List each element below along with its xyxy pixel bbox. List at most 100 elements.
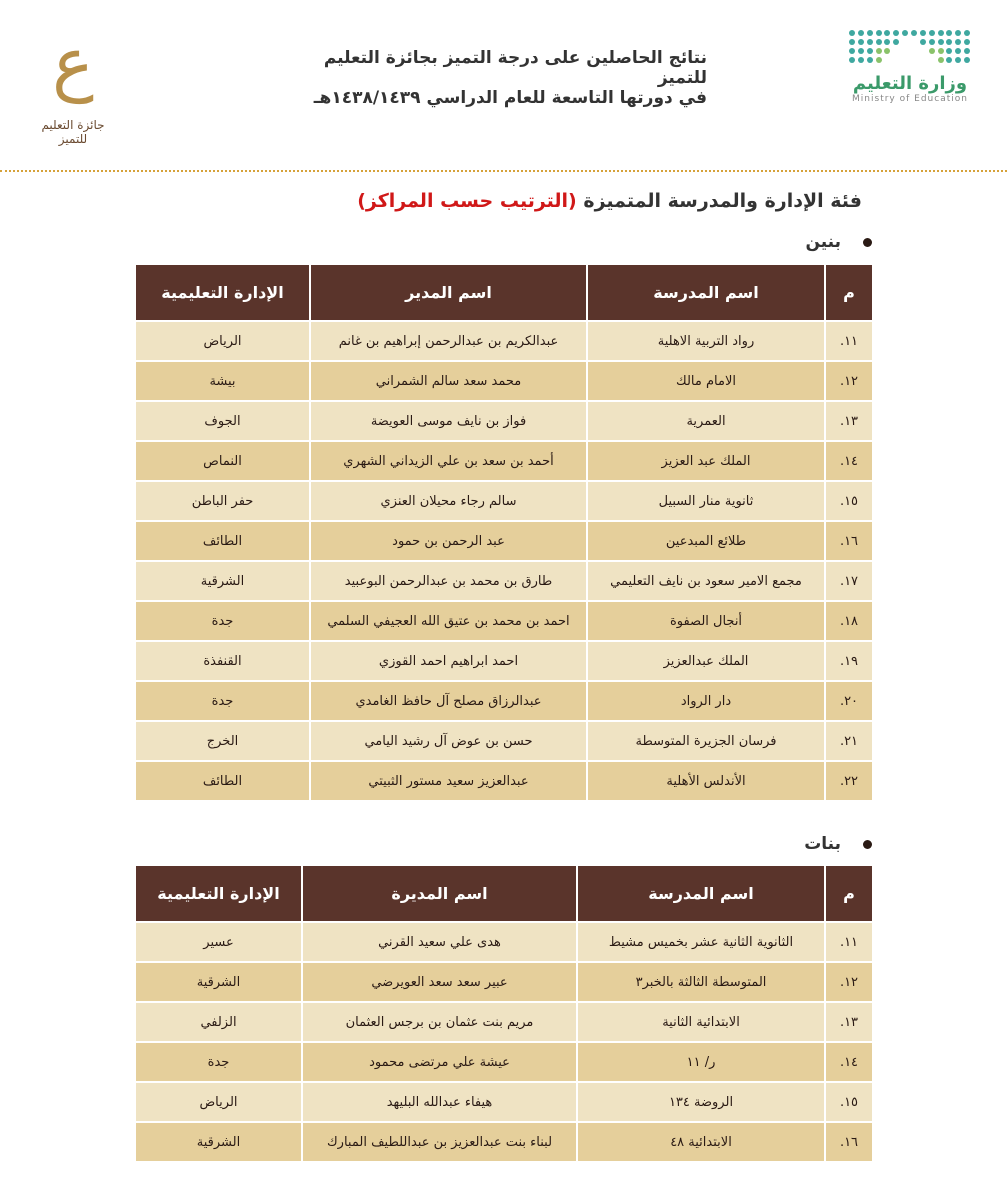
section-title: فئة الإدارة والمدرسة المتميزة (الترتيب ح… xyxy=(357,190,862,212)
table-row: ١٢. المتوسطة الثالثة بالخبر٣ عبير سعد سعد … xyxy=(136,963,872,1001)
boys-heading: بنين xyxy=(805,232,872,252)
district-cell: الرياض xyxy=(136,1083,301,1121)
bullet-icon xyxy=(863,839,872,849)
table-row: ١٤. الملك عبد العزيز أحمد بن سعد بن علي ال… xyxy=(136,442,872,480)
district-cell: عسير xyxy=(136,923,301,961)
bullet-icon xyxy=(863,237,872,247)
principal-cell: محمد سعد سالم الشمراني xyxy=(311,362,586,400)
document-title: نتائج الحاصلين على درجة التميز بجائزة ال… xyxy=(323,48,707,88)
award-emblem-icon: ع xyxy=(52,22,94,104)
table-row: ١٢. الامام مالك محمد سعد سالم الشمراني بيشة xyxy=(136,362,872,400)
table-row: ١٩. الملك عبدالعزيز احمد ابراهيم احمد القو… xyxy=(136,642,872,680)
rank-cell: ١٨. xyxy=(826,602,872,640)
principal-cell: فواز بن نايف موسى العويضة xyxy=(311,402,586,440)
rank-cell: ١٥. xyxy=(826,1083,872,1121)
principal-cell: سالم رجاء محيلان العنزي xyxy=(311,482,586,520)
district-cell: الجوف xyxy=(136,402,309,440)
school-cell: طلائع المبدعين xyxy=(588,522,824,560)
ministry-dots-icon xyxy=(849,30,971,63)
rank-cell: ١٥. xyxy=(826,482,872,520)
column-header: م xyxy=(826,265,872,320)
principal-cell: عبير سعد سعد العويرضي xyxy=(303,963,576,1001)
rank-cell: ١٢. xyxy=(826,963,872,1001)
principal-cell: مريم بنت عثمان بن برجس العثمان xyxy=(303,1003,576,1041)
ministry-logo: وزارة التعليم Ministry of Education xyxy=(849,30,971,104)
school-cell: فرسان الجزيرة المتوسطة xyxy=(588,722,824,760)
principal-cell: عبدالعزيز سعيد مستور الثبيتي xyxy=(311,762,586,800)
ministry-name-ar: وزارة التعليم xyxy=(852,73,968,94)
school-cell: الملك عبد العزيز xyxy=(588,442,824,480)
school-cell: الامام مالك xyxy=(588,362,824,400)
rank-cell: ١٣. xyxy=(826,402,872,440)
column-header: الإدارة التعليمية xyxy=(136,265,309,320)
district-cell: الطائف xyxy=(136,762,309,800)
principal-cell: لبناء بنت عبدالعزيز بن عبداللطيف المبارك xyxy=(303,1123,576,1161)
award-logo-text: جائزة التعليم للتميز xyxy=(41,118,105,146)
district-cell: الطائف xyxy=(136,522,309,560)
district-cell: جدة xyxy=(136,602,309,640)
school-cell: الابتدائية ٤٨ xyxy=(578,1123,824,1161)
school-cell: العمرية xyxy=(588,402,824,440)
rank-cell: ١٩. xyxy=(826,642,872,680)
table-row: ١٣. العمرية فواز بن نايف موسى العويضة الجوف xyxy=(136,402,872,440)
district-cell: حفر الباطن xyxy=(136,482,309,520)
rank-cell: ١٧. xyxy=(826,562,872,600)
principal-cell: حسن بن عوض آل رشيد اليامي xyxy=(311,722,586,760)
table-row: ١٦. الابتدائية ٤٨ لبناء بنت عبدالعزيز بن ع… xyxy=(136,1123,872,1161)
award-logo: ع جائزة التعليم للتميز xyxy=(28,8,118,158)
district-cell: الخرج xyxy=(136,722,309,760)
school-cell: الروضة ١٣٤ xyxy=(578,1083,824,1121)
district-cell: الشرقية xyxy=(136,1123,301,1161)
column-header: م xyxy=(826,866,872,921)
column-header: الإدارة التعليمية xyxy=(136,866,301,921)
table-row: ١٥. الروضة ١٣٤ هيفاء عبدالله البليهد الرياض xyxy=(136,1083,872,1121)
district-cell: الشرقية xyxy=(136,562,309,600)
principal-cell: عبدالرزاق مصلح آل حافظ الغامدي xyxy=(311,682,586,720)
boys-table: م اسم المدرسة اسم المدير الإدارة التعليمية ١… xyxy=(134,263,874,802)
principal-cell: احمد ابراهيم احمد القوزي xyxy=(311,642,586,680)
district-cell: الزلفي xyxy=(136,1003,301,1041)
rank-cell: ١٣. xyxy=(826,1003,872,1041)
rank-cell: ١٢. xyxy=(826,362,872,400)
school-cell: أنجال الصفوة xyxy=(588,602,824,640)
table-row: ١١. الثانوية الثانية عشر بخميس مشيط هدى عل… xyxy=(136,923,872,961)
rank-cell: ١٤. xyxy=(826,442,872,480)
school-cell: رواد التربية الاهلية xyxy=(588,322,824,360)
principal-cell: هدى علي سعيد القرني xyxy=(303,923,576,961)
girls-table: م اسم المدرسة اسم المديرة الإدارة التعليمية… xyxy=(134,864,874,1163)
principal-cell: أحمد بن سعد بن علي الزيداني الشهري xyxy=(311,442,586,480)
principal-cell: عيشة علي مرتضى محمود xyxy=(303,1043,576,1081)
principal-cell: عبدالكريم بن عبدالرحمن إبراهيم بن غانم xyxy=(311,322,586,360)
rank-cell: ٢١. xyxy=(826,722,872,760)
column-header: اسم المدير xyxy=(311,265,586,320)
principal-cell: طارق بن محمد بن عبدالرحمن البوعبيد xyxy=(311,562,586,600)
table-row: ١٦. طلائع المبدعين عبد الرحمن بن حمود الطائ… xyxy=(136,522,872,560)
table-row: ٢١. فرسان الجزيرة المتوسطة حسن بن عوض آل ر… xyxy=(136,722,872,760)
rank-cell: ١٦. xyxy=(826,522,872,560)
school-cell: الملك عبدالعزيز xyxy=(588,642,824,680)
column-header: اسم المدرسة xyxy=(588,265,824,320)
district-cell: جدة xyxy=(136,682,309,720)
table-row: ١١. رواد التربية الاهلية عبدالكريم بن عبدا… xyxy=(136,322,872,360)
divider xyxy=(0,170,1007,172)
school-cell: مجمع الامير سعود بن نايف التعليمي xyxy=(588,562,824,600)
rank-cell: ٢٢. xyxy=(826,762,872,800)
rank-cell: ١٤. xyxy=(826,1043,872,1081)
principal-cell: عبد الرحمن بن حمود xyxy=(311,522,586,560)
rank-cell: ١٦. xyxy=(826,1123,872,1161)
rank-cell: ١١. xyxy=(826,923,872,961)
school-cell: ثانوية منار السبيل xyxy=(588,482,824,520)
district-cell: القنفذة xyxy=(136,642,309,680)
column-header: اسم المديرة xyxy=(303,866,576,921)
rank-cell: ٢٠. xyxy=(826,682,872,720)
table-row: ٢٠. دار الرواد عبدالرزاق مصلح آل حافظ الغا… xyxy=(136,682,872,720)
section-highlight: (الترتيب حسب المراكز) xyxy=(357,190,577,212)
school-cell: الأندلس الأهلية xyxy=(588,762,824,800)
district-cell: النماص xyxy=(136,442,309,480)
principal-cell: هيفاء عبدالله البليهد xyxy=(303,1083,576,1121)
rank-cell: ١١. xyxy=(826,322,872,360)
school-cell: دار الرواد xyxy=(588,682,824,720)
document-subtitle: في دورتها التاسعة للعام الدراسي ١٤٣٨/١٤٣… xyxy=(313,88,707,108)
school-cell: المتوسطة الثالثة بالخبر٣ xyxy=(578,963,824,1001)
school-cell: ر/ ١١ xyxy=(578,1043,824,1081)
